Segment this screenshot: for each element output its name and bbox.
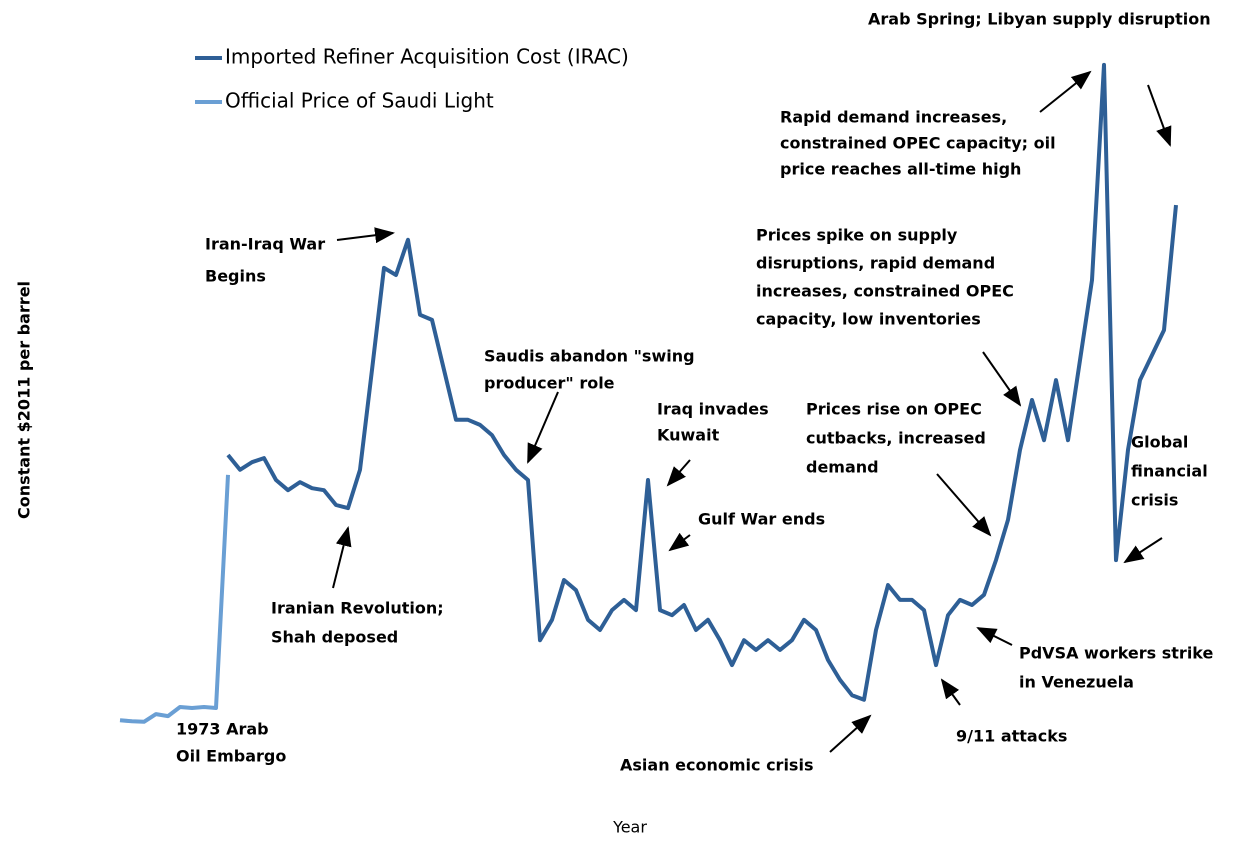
arrow	[940, 678, 961, 706]
arrow	[1123, 537, 1163, 564]
annotation: price reaches all-time high	[780, 160, 1021, 179]
annotation: in Venezuela	[1019, 673, 1134, 692]
annotation: 9/11 attacks	[956, 727, 1067, 746]
annotation: Iran-Iraq War	[205, 235, 325, 254]
x-axis-label: Year	[612, 818, 647, 837]
annotation: Gulf War ends	[698, 510, 825, 529]
annotation: Iraq invades	[657, 400, 769, 419]
annotation: 1973 Arab	[176, 720, 269, 739]
arrow	[976, 627, 1013, 646]
annotation: Shah deposed	[271, 628, 398, 647]
annotation: producer" role	[484, 374, 615, 393]
annotation: constrained OPEC capacity; oil	[780, 134, 1056, 153]
annotation: Asian economic crisis	[620, 756, 813, 775]
annotation: demand	[806, 458, 879, 477]
arrow	[336, 227, 395, 244]
arrow	[666, 459, 691, 487]
annotation: Iranian Revolution;	[271, 599, 444, 618]
arrow	[527, 391, 559, 464]
annotation: Prices rise on OPEC	[806, 400, 982, 419]
annotation: cutbacks, increased	[806, 429, 986, 448]
annotation: financial	[1131, 462, 1208, 481]
arrow	[1147, 84, 1172, 147]
arrow	[936, 473, 992, 537]
arrow	[982, 351, 1022, 407]
annotation: Oil Embargo	[176, 747, 286, 766]
arrow	[1039, 70, 1092, 113]
series-line	[119, 474, 230, 724]
annotation: disruptions, rapid demand	[756, 254, 995, 273]
legend-label: Imported Refiner Acquisition Cost (IRAC)	[225, 45, 629, 69]
arrow	[332, 526, 352, 589]
annotation: Rapid demand increases,	[780, 108, 1007, 127]
arrow	[668, 532, 691, 552]
legend-label: Official Price of Saudi Light	[225, 89, 494, 113]
annotation: Arab Spring; Libyan supply disruption	[868, 10, 1211, 29]
annotation: Begins	[205, 267, 266, 286]
arrow	[829, 714, 872, 753]
annotation: capacity, low inventories	[756, 310, 981, 329]
annotation: Global	[1131, 433, 1188, 452]
annotation: Saudis abandon "swing	[484, 347, 695, 366]
annotation: Kuwait	[657, 426, 720, 445]
arrows	[332, 70, 1172, 753]
y-axis-label: Constant $2011 per barrel	[15, 281, 34, 519]
annotation: Prices spike on supply	[756, 226, 958, 245]
annotation: PdVSA workers strike	[1019, 644, 1214, 663]
annotation: increases, constrained OPEC	[756, 282, 1014, 301]
series-line	[226, 62, 1178, 702]
annotation: crisis	[1131, 491, 1178, 510]
